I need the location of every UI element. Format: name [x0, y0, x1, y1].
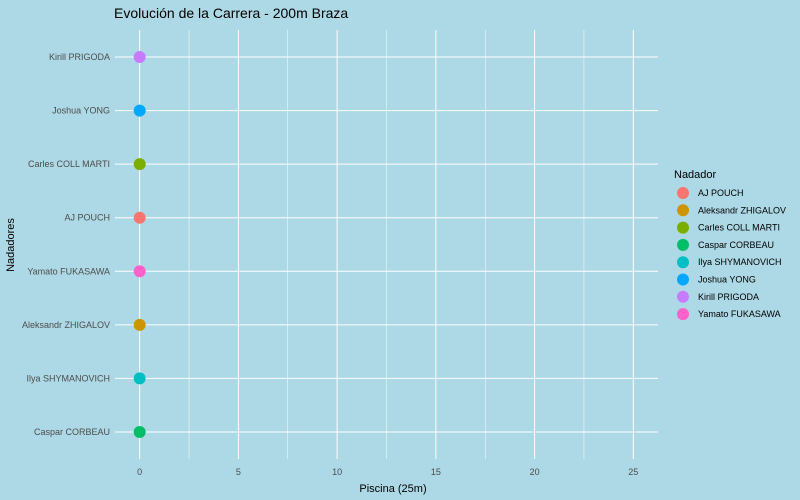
data-points [133, 51, 146, 438]
data-point [133, 104, 146, 117]
x-axis-ticks: 0 5 10 15 20 25 [137, 467, 638, 477]
legend-label: Joshua YONG [698, 275, 756, 285]
legend-key [677, 256, 689, 269]
x-tick-label: 20 [530, 467, 540, 477]
y-tick-label: AJ POUCH [64, 213, 110, 223]
y-tick-label: Kirill PRIGODA [49, 52, 110, 62]
data-point [133, 318, 146, 331]
legend-label: AJ POUCH [698, 188, 744, 198]
legend-label: Carles COLL MARTI [698, 223, 780, 233]
grid [115, 30, 658, 459]
data-point [133, 211, 146, 224]
data-point [133, 372, 146, 385]
x-tick-label: 25 [628, 467, 638, 477]
data-point [133, 51, 146, 63]
legend-key [677, 221, 689, 234]
data-point [133, 265, 146, 278]
legend-label: Kirill PRIGODA [698, 292, 759, 302]
legend-title: Nadador [674, 169, 717, 181]
y-tick-label: Caspar CORBEAU [34, 427, 110, 437]
legend-label: Ilya SHYMANOVICH [698, 257, 782, 267]
x-tick-label: 0 [137, 467, 142, 477]
y-tick-label: Ilya SHYMANOVICH [26, 373, 110, 383]
y-axis-ticks: Caspar CORBEAU Ilya SHYMANOVICH Aleksandr … [22, 52, 110, 437]
legend-items: AJ POUCH Aleksandr ZHIGALOV Carles COLL MA… [677, 187, 786, 321]
data-point [133, 426, 146, 438]
y-axis-title: Nadadores [5, 218, 17, 272]
x-axis-title: Piscina (25m) [359, 483, 426, 495]
data-point [133, 158, 146, 171]
y-tick-label: Joshua YONG [52, 106, 110, 116]
legend-key [677, 204, 689, 217]
x-tick-label: 5 [236, 467, 241, 477]
legend-key [677, 290, 689, 303]
legend-key [677, 187, 689, 199]
y-tick-label: Carles COLL MARTI [28, 159, 110, 169]
chart-title: Evolución de la Carrera - 200m Braza [114, 5, 348, 21]
legend-label: Aleksandr ZHIGALOV [698, 205, 786, 215]
y-tick-label: Aleksandr ZHIGALOV [22, 320, 110, 330]
y-tick-label: Yamato FUKASAWA [27, 266, 110, 276]
legend-label: Caspar CORBEAU [698, 240, 774, 250]
legend-key [677, 238, 689, 251]
legend: Nadador AJ POUCH Aleksandr ZHIGALOV Carles… [674, 169, 786, 321]
x-tick-label: 10 [332, 467, 342, 477]
legend-key [677, 308, 689, 321]
legend-label: Yamato FUKASAWA [698, 309, 781, 319]
x-tick-label: 15 [431, 467, 441, 477]
legend-key [677, 273, 689, 286]
